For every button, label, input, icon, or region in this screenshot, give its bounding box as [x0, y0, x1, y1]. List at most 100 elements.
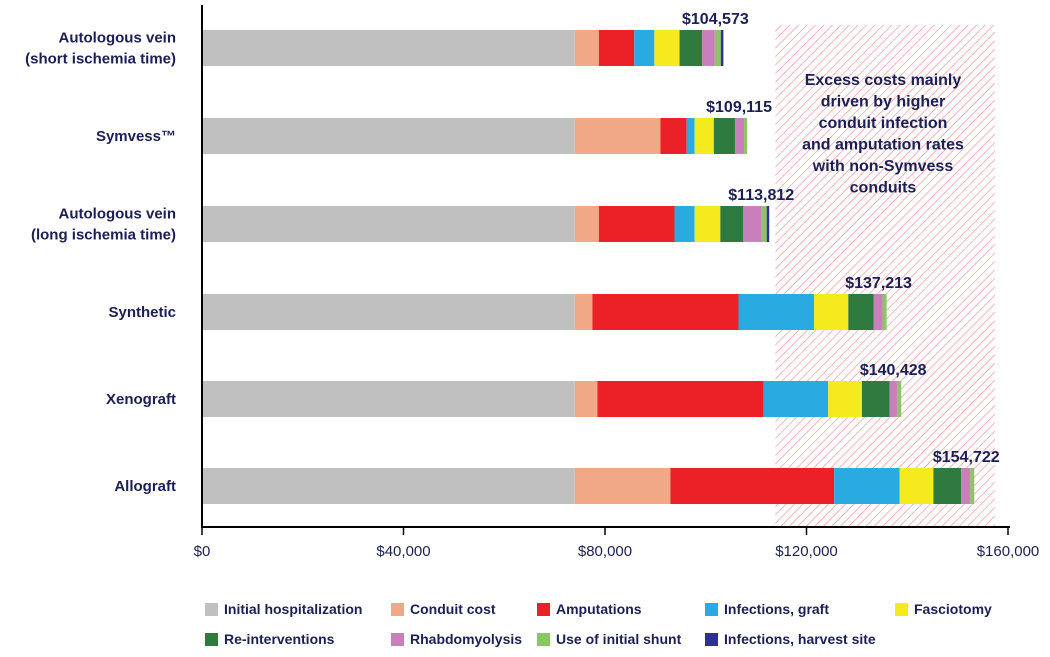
legend-label: Infections, graft	[724, 601, 830, 617]
legend-swatch	[895, 602, 908, 616]
legend-label: Amputations	[556, 601, 642, 617]
bar-segment-0-2	[598, 30, 635, 66]
category-label: Allograft	[114, 478, 176, 495]
bar-segment-5-5	[933, 468, 962, 504]
legend-swatch	[705, 602, 718, 616]
bar-segment-0-4	[654, 30, 680, 66]
bar-segment-4-2	[597, 381, 764, 417]
bar-total-label: $140,428	[860, 362, 927, 379]
annotation-text-line: with non-Symvess	[812, 158, 954, 175]
legend-item: Initial hospitalization	[205, 601, 391, 617]
legend-item: Use of initial shunt	[537, 631, 705, 647]
category-label: (long ischemia time)	[31, 227, 176, 244]
bar-segment-1-4	[694, 118, 714, 154]
legend-label: Infections, harvest site	[724, 631, 876, 647]
bar-total-label: $104,573	[682, 11, 749, 28]
bar-segment-4-3	[763, 381, 829, 417]
bar-total-label: $137,213	[845, 275, 912, 292]
bar-segment-4-7	[897, 381, 902, 417]
bar-segment-2-4	[694, 206, 721, 242]
annotation-text-line: conduit infection	[819, 115, 948, 132]
category-label: Autologous vein	[59, 30, 177, 47]
legend-item: Amputations	[537, 601, 705, 617]
bar-segment-4-5	[861, 381, 890, 417]
legend-label: Conduit cost	[410, 601, 496, 617]
bar-segment-2-7	[761, 206, 767, 242]
bar-segment-2-1	[574, 206, 599, 242]
stacked-bar-chart: $104,573 $109,115 $113,812 $137,213 $140,428…	[25, 5, 1040, 560]
bar-segment-2-8	[766, 206, 770, 242]
bar-segment-2-5	[720, 206, 744, 242]
bar-segment-1-2	[660, 118, 687, 154]
bar-segment-0-5	[679, 30, 703, 66]
bar-segment-2-6	[743, 206, 762, 242]
bar-segment-4-0	[202, 381, 575, 417]
legend-item: Infections, graft	[705, 601, 895, 617]
bar-segment-4-6	[889, 381, 898, 417]
legend-row: Re-interventions Rhabdomyolysis Use of ini…	[205, 624, 1005, 654]
bar-segment-1-5	[713, 118, 735, 154]
bar-segment-3-2	[592, 294, 739, 330]
legend-swatch	[391, 632, 404, 646]
legend-item: Rhabdomyolysis	[391, 631, 537, 647]
legend-swatch	[705, 632, 718, 646]
bar-segment-5-2	[670, 468, 835, 504]
legend-swatch	[391, 602, 404, 616]
bar-segment-3-4	[814, 294, 849, 330]
x-tick-label: $40,000	[376, 543, 430, 560]
bar-segment-3-6	[873, 294, 883, 330]
annotation-text-line: Excess costs mainly	[805, 72, 962, 89]
legend-label: Use of initial shunt	[556, 631, 682, 647]
legend-item: Infections, harvest site	[705, 631, 895, 647]
legend-label: Fasciotomy	[914, 601, 992, 617]
bar-segment-1-3	[686, 118, 695, 154]
annotation-text-line: driven by higher	[821, 94, 945, 111]
annotation-text-line: conduits	[850, 180, 917, 197]
legend-swatch	[537, 602, 550, 616]
bar-segment-0-7	[714, 30, 721, 66]
bar-segment-1-7	[744, 118, 748, 154]
legend-label: Rhabdomyolysis	[410, 631, 523, 647]
legend-item: Conduit cost	[391, 601, 537, 617]
excess-cost-shaded-region	[775, 25, 995, 527]
x-tick-label: $0	[194, 543, 211, 560]
bar-segment-0-8	[720, 30, 724, 66]
bar-segment-4-1	[574, 381, 598, 417]
bar-total-label: $154,722	[933, 449, 1000, 466]
bar-segment-3-3	[738, 294, 815, 330]
bar-segment-0-6	[702, 30, 715, 66]
category-label: Symvess™	[96, 128, 176, 145]
bar-segment-1-1	[574, 118, 661, 154]
bar-segment-5-0	[202, 468, 575, 504]
annotation-text-line: and amputation rates	[802, 137, 964, 154]
bar-segment-3-7	[882, 294, 887, 330]
bar-total-label: $109,115	[706, 99, 772, 116]
bar-segment-4-4	[828, 381, 862, 417]
x-tick-label: $160,000	[977, 543, 1040, 560]
legend-swatch	[205, 632, 218, 646]
bar-segment-0-1	[574, 30, 599, 66]
bar-segment-5-3	[834, 468, 900, 504]
category-label: Xenograft	[106, 391, 176, 408]
legend-label: Re-interventions	[224, 631, 335, 647]
bar-segment-5-1	[574, 468, 671, 504]
bar-segment-3-0	[202, 294, 575, 330]
bar-segment-2-0	[202, 206, 575, 242]
x-tick-label: $120,000	[775, 543, 838, 560]
category-label: (short ischemia time)	[25, 51, 176, 68]
bar-segment-1-0	[202, 118, 575, 154]
bar-segment-5-7	[970, 468, 975, 504]
bar-total-label: $113,812	[728, 187, 794, 204]
x-tick-label: $80,000	[578, 543, 632, 560]
bar-segment-0-0	[202, 30, 575, 66]
legend-row: Initial hospitalization Conduit cost Amput…	[205, 594, 1005, 624]
bar-segment-2-2	[598, 206, 675, 242]
legend-swatch	[205, 602, 218, 616]
bar-segment-2-3	[674, 206, 695, 242]
bar-segment-3-5	[848, 294, 874, 330]
legend-label: Initial hospitalization	[224, 601, 363, 617]
bar-segment-5-4	[899, 468, 934, 504]
bar-segment-0-3	[634, 30, 655, 66]
bar-segment-1-6	[734, 118, 745, 154]
bar-segment-5-6	[961, 468, 971, 504]
